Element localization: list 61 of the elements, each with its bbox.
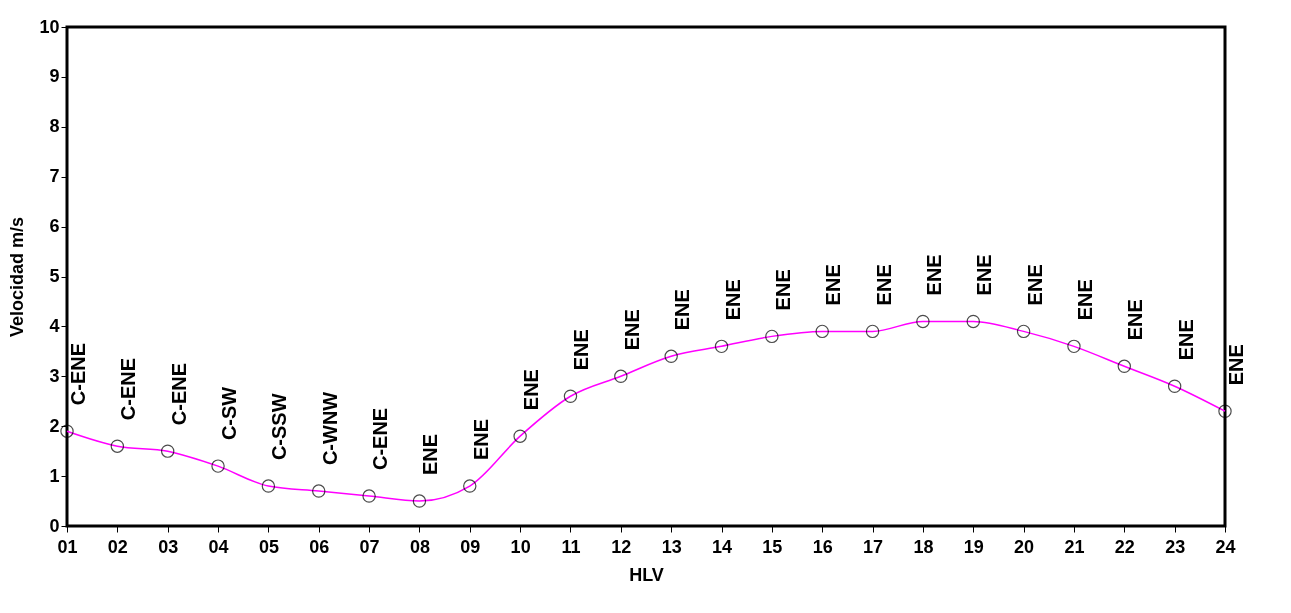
y-tick-label: 9 (49, 66, 60, 87)
x-tick-label: 24 (1215, 536, 1236, 557)
x-tick-label: 23 (1165, 536, 1186, 557)
y-tick-label: 4 (49, 315, 60, 336)
annotation: C-WNW (318, 391, 341, 466)
annotation: ENE (1073, 279, 1096, 321)
annotation: ENE (771, 269, 794, 311)
x-tick-label: 21 (1064, 536, 1085, 557)
annotation: ENE (1023, 264, 1046, 306)
annotation: ENE (1124, 299, 1147, 341)
x-tick-label: 12 (611, 536, 632, 557)
annotation: ENE (1225, 344, 1247, 386)
annotation: ENE (973, 254, 996, 296)
x-axis-title: HLV (629, 564, 664, 585)
y-tick-label: 10 (39, 16, 60, 37)
y-tick-label: 1 (49, 465, 60, 486)
x-tick-label: 20 (1014, 536, 1035, 557)
annotation: ENE (419, 433, 442, 476)
x-tick-label: 15 (762, 536, 783, 557)
x-tick-label: 18 (913, 536, 934, 557)
annotation: ENE (872, 264, 895, 306)
y-tick-label: 5 (49, 266, 60, 286)
annotation: C-ENE (369, 407, 392, 471)
y-tick-label: 3 (49, 365, 60, 386)
y-axis-title: Velocidad m/s (7, 216, 28, 338)
x-tick-label: 09 (460, 536, 481, 557)
x-tick-label: 07 (359, 536, 380, 557)
x-tick-label: 06 (309, 536, 330, 557)
y-tick-label: 0 (49, 515, 60, 536)
x-tick-label: 16 (812, 536, 833, 557)
x-tick-label: 17 (863, 536, 884, 557)
annotation: ENE (620, 309, 643, 351)
annotation: ENE (822, 264, 845, 306)
annotation: C-ENE (117, 357, 140, 421)
annotation: ENE (922, 254, 945, 296)
annotation: ENE (520, 369, 543, 411)
annotation: C-SSW (268, 393, 291, 461)
x-tick-label: 08 (409, 536, 430, 557)
x-tick-label: 13 (661, 536, 682, 557)
annotation: C-ENE (167, 362, 190, 426)
x-tick-label: 02 (107, 536, 128, 557)
y-tick-label: 8 (49, 116, 60, 137)
annotation: ENE (671, 289, 694, 331)
x-tick-label: 04 (208, 536, 229, 557)
annotation: C-SW (218, 386, 241, 441)
annotation: ENE (469, 418, 492, 461)
x-tick-label: 05 (258, 536, 279, 557)
y-tick-label: 2 (49, 415, 60, 436)
x-tick-label: 01 (57, 536, 78, 557)
y-tick-label: 7 (49, 166, 60, 187)
y-tick-label: 6 (49, 216, 60, 237)
annotation: ENE (1174, 319, 1197, 361)
x-tick-label: 19 (963, 536, 984, 557)
annotation: C-ENE (67, 342, 89, 406)
x-tick-label: 22 (1114, 536, 1135, 557)
x-tick-label: 11 (561, 536, 581, 557)
annotation: ENE (570, 329, 593, 371)
x-tick-label: 10 (510, 536, 531, 557)
x-tick-label: 14 (712, 536, 733, 557)
x-tick-label: 03 (158, 536, 179, 557)
annotation: ENE (721, 279, 744, 321)
